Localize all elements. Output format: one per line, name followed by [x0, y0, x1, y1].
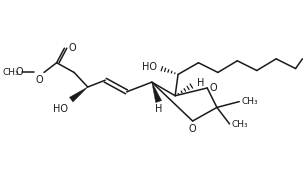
- Text: CH₃: CH₃: [2, 68, 19, 77]
- Text: O: O: [15, 67, 23, 78]
- Text: CH₃: CH₃: [231, 120, 248, 129]
- Text: O: O: [68, 43, 76, 53]
- Text: CH₃: CH₃: [241, 97, 258, 106]
- Text: HO: HO: [142, 62, 157, 72]
- Text: O: O: [189, 124, 196, 134]
- Polygon shape: [152, 82, 162, 103]
- Text: O: O: [209, 83, 217, 93]
- Text: H: H: [155, 104, 162, 114]
- Text: HO: HO: [53, 104, 68, 114]
- Polygon shape: [69, 87, 88, 102]
- Text: H: H: [196, 78, 204, 88]
- Text: O: O: [35, 75, 43, 85]
